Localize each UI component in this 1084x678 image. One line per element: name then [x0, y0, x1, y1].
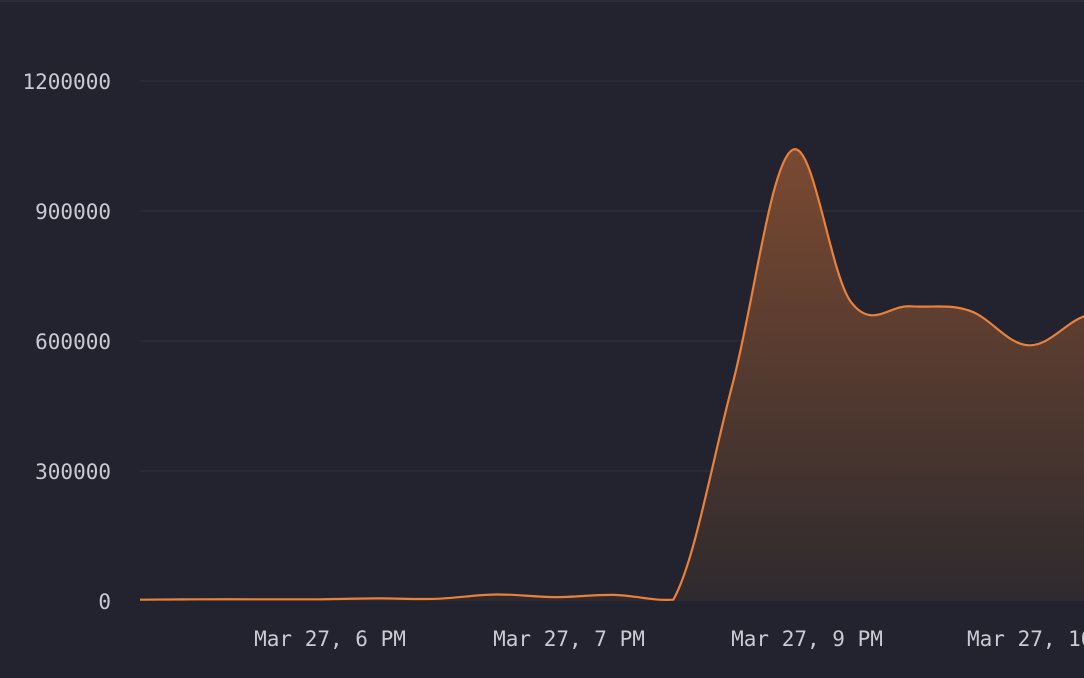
- x-axis: Mar 27, 6 PM Mar 27, 7 PM Mar 27, 9 PM Mar …: [254, 627, 1084, 651]
- data-point[interactable]: [552, 594, 558, 600]
- series-area: [140, 149, 1084, 601]
- data-point[interactable]: [907, 303, 913, 309]
- x-tick-label: Mar 27, 7 PM: [493, 627, 645, 651]
- data-point[interactable]: [1026, 342, 1032, 348]
- y-tick-label: 0: [98, 590, 111, 614]
- y-tick-label: 900000: [35, 200, 111, 224]
- data-point[interactable]: [789, 147, 795, 153]
- data-point[interactable]: [137, 597, 143, 603]
- data-point[interactable]: [493, 592, 499, 598]
- data-point[interactable]: [611, 592, 617, 598]
- y-tick-label: 300000: [35, 460, 111, 484]
- data-point[interactable]: [196, 596, 202, 602]
- x-tick-label: Mar 27, 6 PM: [254, 627, 406, 651]
- data-point[interactable]: [256, 596, 262, 602]
- series-line: [139, 148, 1084, 601]
- data-point[interactable]: [433, 596, 439, 602]
- data-point[interactable]: [848, 299, 854, 305]
- y-axis: 0 300000 600000 900000 1200000: [22, 70, 111, 614]
- top-border: [0, 0, 1084, 2]
- x-tick-label: Mar 27, 9 PM: [731, 627, 883, 651]
- data-point[interactable]: [967, 308, 973, 314]
- data-point[interactable]: [315, 596, 321, 602]
- x-tick-label: Mar 27, 10: [967, 627, 1084, 651]
- data-point[interactable]: [374, 595, 380, 601]
- data-point[interactable]: [730, 381, 736, 387]
- plot-series: [137, 147, 1084, 603]
- data-point[interactable]: [670, 597, 676, 603]
- y-tick-label: 1200000: [22, 70, 111, 94]
- y-tick-label: 600000: [35, 330, 111, 354]
